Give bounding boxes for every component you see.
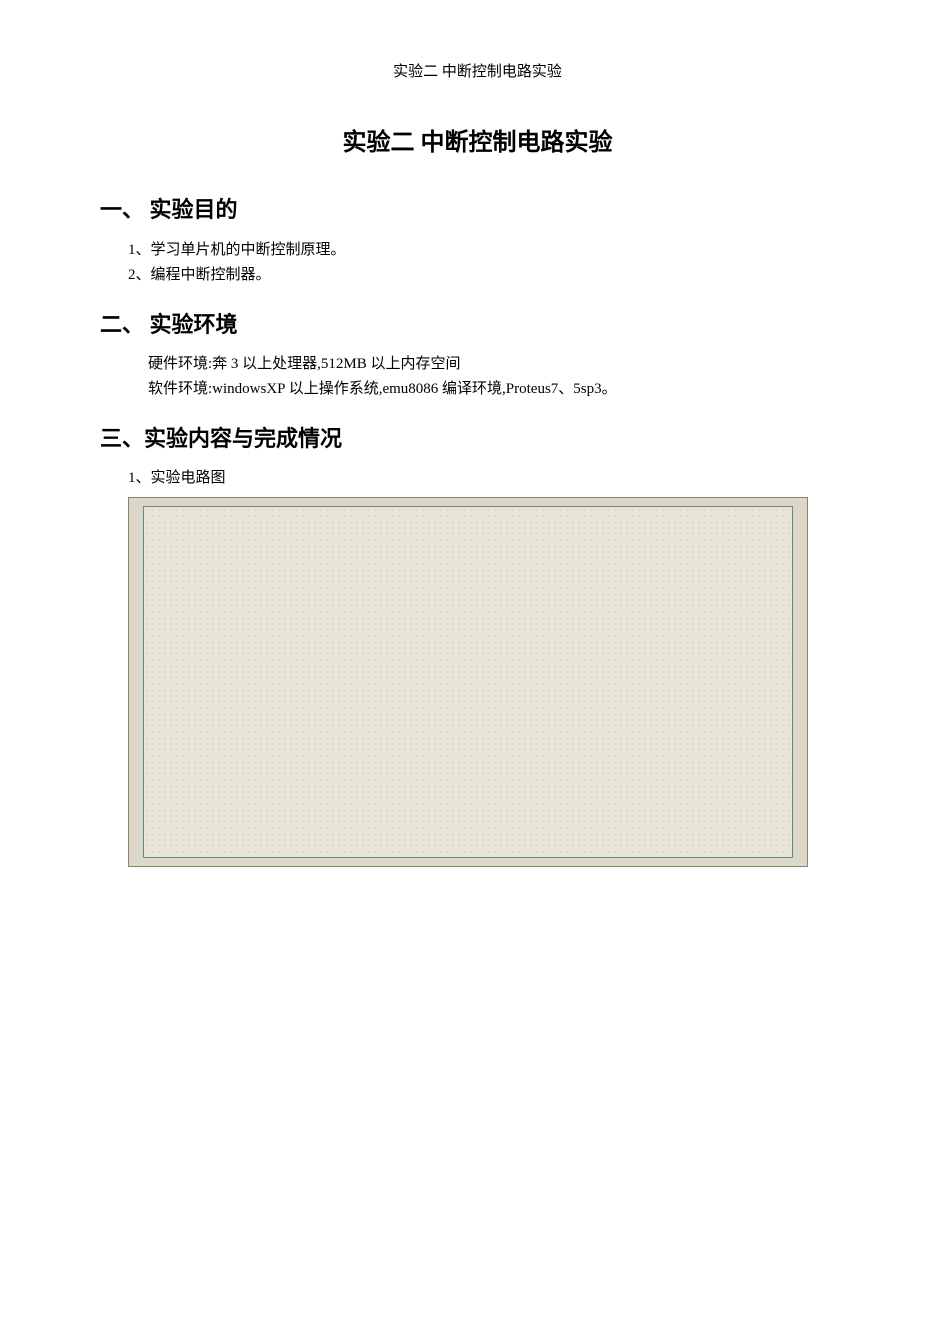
page-header-small: 实验二 中断控制电路实验 bbox=[100, 60, 855, 84]
section-1-heading: 一、 实验目的 bbox=[100, 192, 855, 227]
s1-item-1: 1、学习单片机的中断控制原理。 bbox=[128, 238, 855, 264]
circuit-canvas bbox=[143, 506, 793, 858]
s2-line-2: 软件环境:windowsXP 以上操作系统,emu8086 编译环境,Prote… bbox=[148, 377, 855, 403]
section-2-heading: 二、 实验环境 bbox=[100, 307, 855, 342]
page-title: 实验二 中断控制电路实验 bbox=[100, 124, 855, 162]
s1-item-2: 2、编程中断控制器。 bbox=[128, 263, 855, 289]
section-3-heading: 三、实验内容与完成情况 bbox=[100, 421, 855, 456]
s3-item-1: 1、实验电路图 bbox=[128, 466, 855, 492]
circuit-diagram bbox=[128, 497, 808, 867]
s2-line-1: 硬件环境:奔 3 以上处理器,512MB 以上内存空间 bbox=[148, 352, 855, 378]
